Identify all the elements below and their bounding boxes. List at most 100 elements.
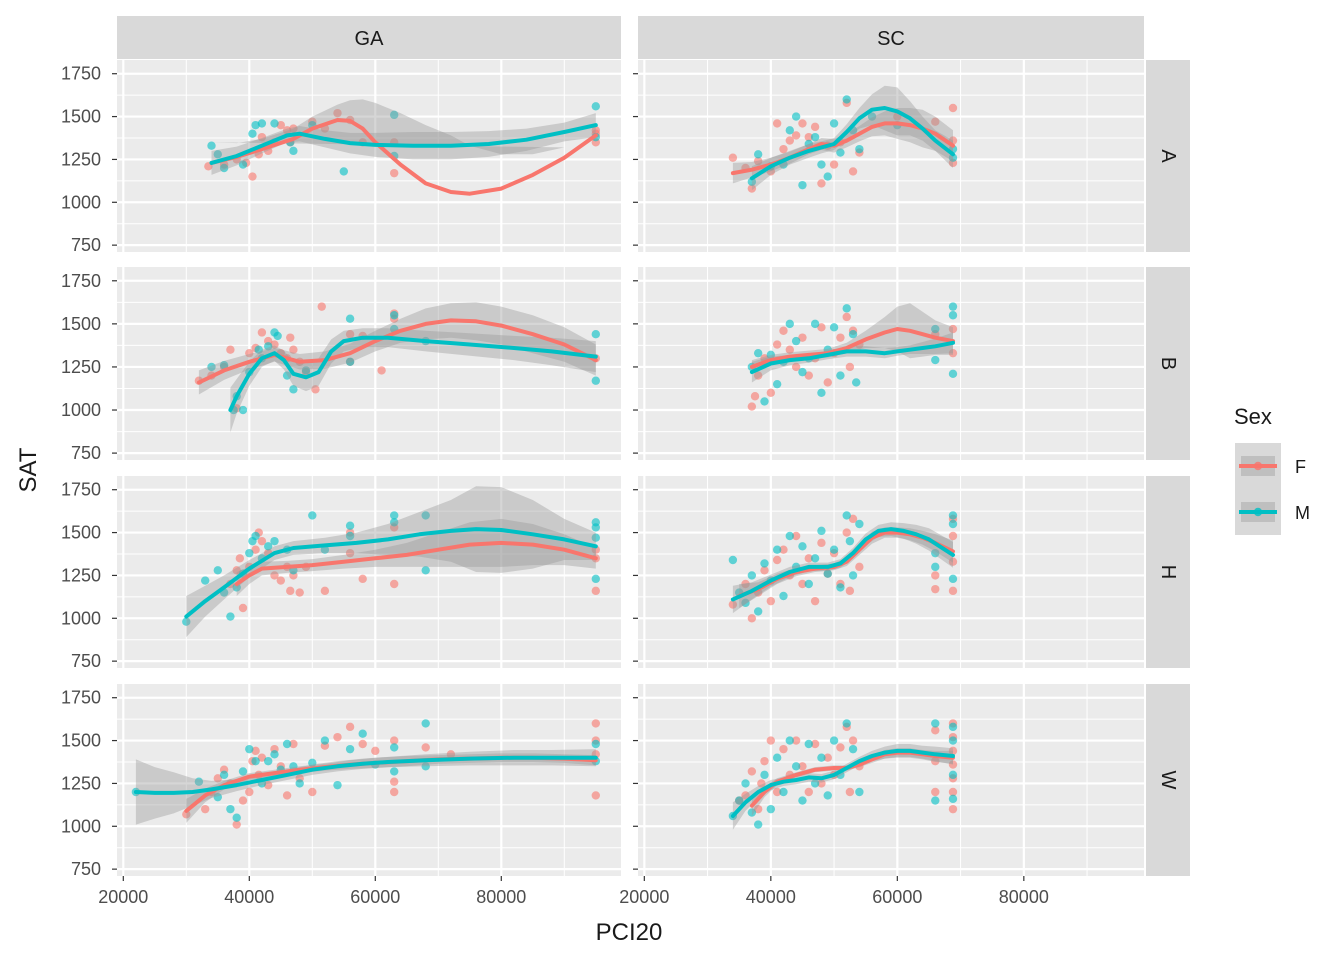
point-m	[785, 736, 794, 745]
smooth-line-m	[228, 335, 598, 412]
x-tick-label: 80000	[476, 887, 526, 907]
point-m	[779, 787, 788, 797]
point-f	[238, 796, 248, 805]
point-m	[948, 770, 958, 780]
point-m	[948, 519, 958, 529]
point-m	[836, 148, 845, 157]
point-f	[931, 787, 940, 797]
point-f	[779, 144, 788, 154]
point-m	[842, 304, 851, 313]
point-f	[226, 345, 235, 354]
point-f	[948, 787, 958, 797]
point-m	[810, 779, 820, 788]
point-m	[931, 796, 940, 805]
point-f	[948, 324, 958, 334]
point-m	[747, 177, 757, 186]
legend-label-f: F	[1295, 457, 1306, 477]
point-m	[779, 591, 788, 601]
point-m	[823, 569, 832, 578]
point-m	[591, 533, 600, 542]
y-tick-label: 1500	[61, 107, 101, 127]
point-m	[760, 559, 769, 568]
point-m	[948, 736, 958, 745]
point-m	[390, 767, 399, 776]
point-m	[948, 574, 958, 584]
y-axis-title: SAT	[15, 447, 42, 492]
point-f	[931, 571, 940, 580]
point-f	[817, 323, 826, 332]
point-f	[251, 545, 260, 554]
point-m	[421, 566, 430, 575]
confidence-ribbon-f	[211, 99, 565, 155]
x-tick-label: 60000	[350, 887, 400, 907]
point-m	[264, 342, 273, 351]
point-m	[182, 617, 191, 626]
panel-bg-ga-a	[117, 60, 621, 252]
point-m	[848, 330, 858, 339]
panel-content-sc-a	[728, 85, 958, 193]
point-m	[753, 150, 763, 159]
point-f	[760, 756, 769, 766]
point-f	[848, 514, 858, 524]
point-f	[760, 566, 769, 575]
confidence-ribbon-f	[732, 108, 953, 184]
point-f	[295, 588, 304, 597]
point-f	[390, 168, 399, 178]
point-m	[270, 536, 279, 546]
confidence-ribbon-m	[732, 522, 953, 614]
point-f	[804, 554, 813, 563]
smooth-line-m	[749, 106, 955, 181]
point-f	[248, 172, 257, 181]
point-f	[591, 126, 600, 135]
point-f	[948, 760, 958, 769]
point-f	[804, 371, 813, 380]
y-tick-label: 750	[71, 651, 101, 671]
point-m	[766, 804, 776, 814]
point-m	[791, 762, 801, 771]
point-m	[735, 796, 744, 805]
point-m	[390, 743, 399, 752]
strip-w	[1146, 684, 1190, 876]
point-f	[333, 732, 342, 742]
point-f	[270, 340, 279, 349]
y-tick-label: 1500	[61, 314, 101, 334]
point-m	[948, 794, 958, 804]
point-m	[766, 350, 776, 360]
point-f	[213, 774, 222, 783]
point-f	[931, 117, 940, 126]
point-f	[757, 779, 766, 788]
legend-key-point-m	[1253, 507, 1263, 517]
point-m	[753, 820, 763, 829]
panel-bg-sc-w	[638, 684, 1144, 876]
point-m	[829, 119, 839, 128]
point-f	[345, 330, 355, 339]
point-m	[948, 302, 958, 311]
point-m	[785, 319, 794, 329]
panel-content-ga-h	[182, 486, 600, 638]
point-m	[791, 336, 801, 346]
panel-content-ga-w	[131, 719, 600, 829]
point-m	[238, 405, 248, 415]
point-m	[333, 780, 342, 790]
point-m	[358, 729, 367, 738]
point-f	[390, 736, 399, 745]
point-m	[207, 141, 216, 150]
point-f	[845, 787, 855, 797]
point-m	[390, 311, 399, 320]
point-m	[345, 357, 355, 366]
point-f	[785, 345, 794, 354]
point-m	[308, 511, 317, 520]
point-f	[948, 557, 958, 566]
point-m	[948, 722, 958, 732]
point-m	[836, 583, 845, 592]
point-m	[747, 808, 757, 817]
point-m	[741, 598, 750, 608]
point-m	[421, 762, 430, 771]
point-f	[750, 392, 760, 401]
point-m	[829, 545, 839, 554]
legend-label-m: M	[1295, 503, 1310, 523]
point-f	[358, 739, 367, 749]
point-f	[741, 579, 750, 589]
point-f	[791, 131, 801, 140]
